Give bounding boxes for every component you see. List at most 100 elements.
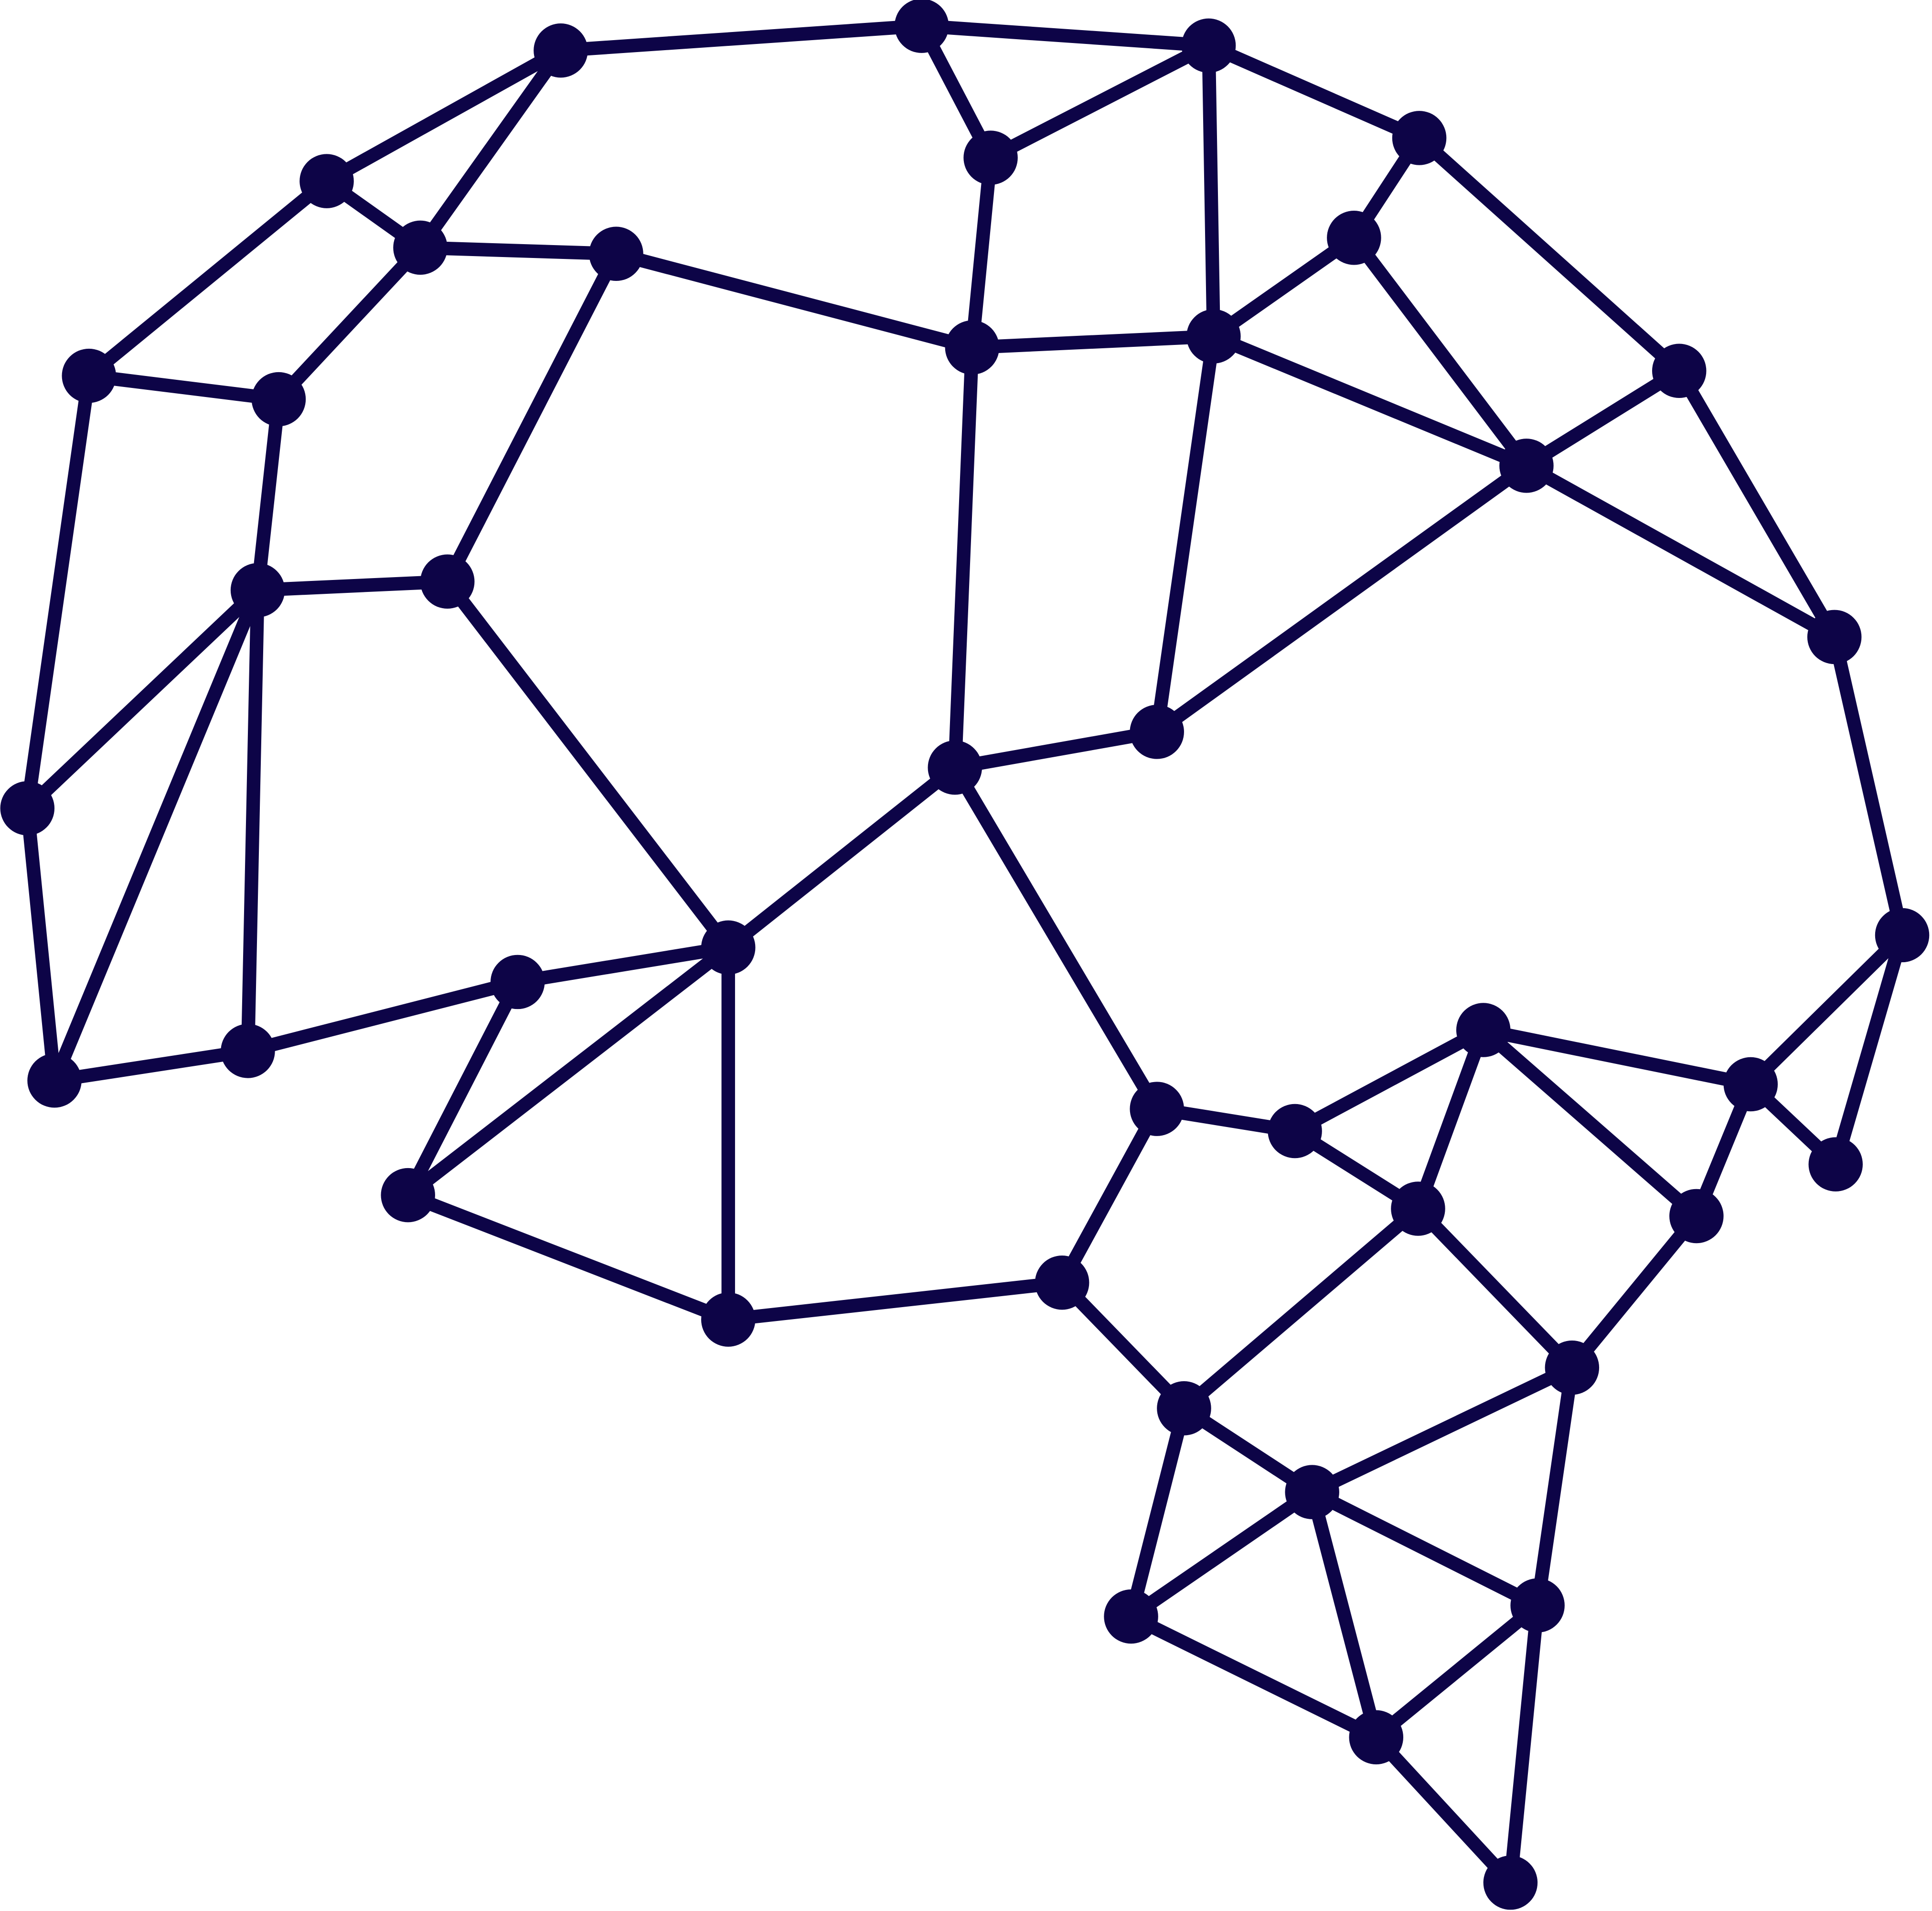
edge — [1055, 1102, 1164, 1289]
edge — [1829, 928, 1909, 1171]
edge — [721, 761, 962, 955]
edge — [983, 39, 1216, 165]
edge — [21, 369, 96, 815]
node — [701, 920, 756, 975]
edges — [21, 19, 1909, 1890]
edge — [440, 575, 735, 955]
edge — [401, 1188, 735, 1327]
edge — [1411, 1202, 1579, 1374]
edge — [1124, 1610, 1383, 1744]
edge — [1672, 364, 1841, 644]
node — [1807, 610, 1862, 665]
edge — [1412, 131, 1686, 378]
edge — [241, 583, 265, 1058]
node — [221, 1024, 275, 1078]
node — [62, 348, 117, 403]
edge — [47, 1044, 255, 1087]
node — [420, 554, 475, 609]
edge — [401, 941, 735, 1202]
edge — [413, 43, 568, 255]
edge — [1202, 39, 1221, 344]
node — [230, 563, 285, 618]
node — [1268, 1104, 1322, 1159]
node — [27, 1053, 82, 1108]
node — [963, 130, 1018, 185]
edge — [320, 43, 568, 188]
edge — [440, 247, 623, 589]
node — [1181, 18, 1236, 73]
edge — [413, 241, 623, 261]
edge — [1202, 39, 1426, 145]
edge — [1347, 231, 1534, 473]
edge — [82, 369, 286, 406]
edge — [272, 241, 427, 406]
edge — [1305, 1361, 1579, 1499]
edge — [965, 150, 998, 354]
edge — [1827, 630, 1909, 942]
edge — [1565, 1209, 1704, 1374]
edge — [1369, 1730, 1517, 1890]
edge — [21, 801, 62, 1087]
node — [1104, 1589, 1158, 1644]
node — [1510, 1578, 1565, 1633]
node — [1808, 1137, 1863, 1192]
node — [1130, 1082, 1184, 1136]
edge — [1124, 1485, 1319, 1623]
edge — [1519, 459, 1841, 644]
node — [491, 955, 545, 1009]
node — [381, 1168, 435, 1223]
node — [945, 320, 1000, 375]
edge — [21, 583, 265, 815]
edge — [401, 975, 524, 1202]
edge — [251, 575, 454, 597]
edge — [915, 19, 1216, 53]
edge — [1476, 1023, 1758, 1091]
edge — [1150, 459, 1534, 739]
edge — [1206, 329, 1534, 473]
node — [0, 781, 55, 836]
edge — [1305, 1485, 1545, 1612]
node — [1157, 1381, 1211, 1436]
edge — [948, 725, 1164, 774]
edge — [721, 1276, 1069, 1327]
node — [701, 1292, 756, 1347]
edge — [82, 174, 334, 383]
node — [1392, 111, 1447, 165]
edge — [47, 583, 265, 1087]
edge — [1744, 928, 1909, 1091]
edge — [554, 19, 929, 57]
node — [1035, 1255, 1089, 1310]
edge — [965, 329, 1221, 354]
node — [894, 0, 949, 53]
node — [1875, 908, 1930, 963]
node — [299, 154, 354, 208]
node — [1499, 439, 1554, 493]
edge — [1177, 1202, 1425, 1415]
node — [1456, 1003, 1511, 1057]
node — [534, 23, 588, 78]
node — [1545, 1340, 1600, 1395]
edge — [1150, 329, 1221, 739]
node — [589, 226, 643, 281]
edge — [511, 941, 735, 989]
edge — [1530, 1361, 1579, 1612]
node — [1391, 1181, 1445, 1236]
node — [251, 372, 306, 427]
edge — [948, 341, 979, 774]
edge — [1305, 1485, 1383, 1744]
node — [1186, 309, 1241, 364]
edge — [1504, 1599, 1545, 1890]
node — [928, 740, 982, 795]
edge — [1476, 1023, 1704, 1223]
edge — [251, 392, 286, 597]
node — [1327, 211, 1381, 265]
edge — [609, 247, 979, 354]
edge — [1288, 1023, 1490, 1138]
node — [1349, 1710, 1404, 1765]
edge — [1124, 1401, 1191, 1623]
edge — [1206, 231, 1361, 344]
node — [1652, 344, 1707, 398]
